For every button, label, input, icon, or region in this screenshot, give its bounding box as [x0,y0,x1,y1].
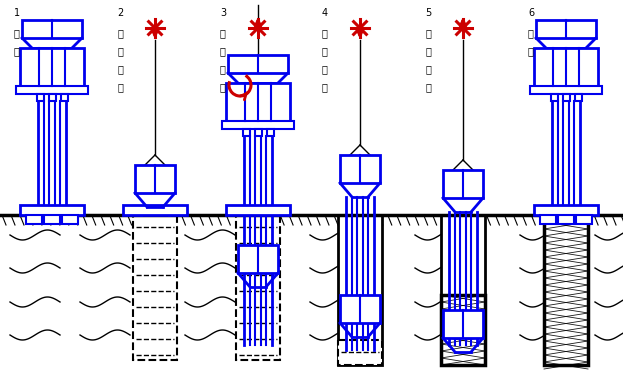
Bar [563,94,570,101]
Text: 上: 上 [425,64,431,74]
Text: 完: 完 [528,28,534,38]
Bar [540,215,556,224]
Text: 置: 置 [425,28,431,38]
Bar [576,215,592,224]
Text: 6: 6 [528,8,534,18]
Bar [238,245,278,273]
Bar [255,129,262,136]
Text: 毕: 毕 [528,46,534,56]
Bar [544,215,588,365]
Text: 4: 4 [322,8,328,18]
Bar [20,48,84,86]
Text: 2: 2 [117,8,123,18]
Bar [441,295,485,365]
Text: 升: 升 [220,82,226,92]
Bar [228,55,288,73]
Bar [340,295,380,323]
Bar [443,310,483,338]
Bar [49,94,56,101]
Text: 5: 5 [425,8,431,18]
Text: 下: 下 [117,64,123,74]
Text: 钓: 钓 [220,28,226,38]
Text: 管: 管 [322,46,328,56]
Bar [534,205,598,215]
Bar [62,215,78,224]
Bar [536,20,596,38]
Text: 进: 进 [220,46,226,56]
Text: 置: 置 [322,28,328,38]
Text: 坑: 坑 [322,82,328,92]
Text: 定: 定 [14,28,20,38]
Bar [44,215,60,224]
Bar [534,48,598,86]
Bar [61,94,68,101]
Bar [236,215,280,360]
Text: 提: 提 [220,64,226,74]
Text: 下: 下 [322,64,328,74]
Bar [37,94,44,101]
Bar [16,86,88,94]
Text: 坑: 坑 [117,82,123,92]
Text: 位: 位 [14,46,20,56]
Text: 升: 升 [425,82,431,92]
Bar [243,129,250,136]
Bar [441,215,485,295]
Bar [338,340,382,365]
Text: 浆: 浆 [117,46,123,56]
Bar [338,215,382,365]
Text: 3: 3 [220,8,226,18]
Bar [226,83,290,121]
Bar [226,205,290,215]
Bar [22,20,82,38]
Bar [123,205,187,215]
Bar [20,205,84,215]
Bar [443,170,483,198]
Bar [340,155,380,183]
Bar [222,121,294,129]
Bar [575,94,582,101]
Bar [267,129,274,136]
Bar [530,86,602,94]
Bar [133,215,177,360]
Bar [26,215,42,224]
Bar [558,215,574,224]
Bar [135,165,175,193]
Text: 泥: 泥 [117,28,123,38]
Text: 管: 管 [425,46,431,56]
Text: 1: 1 [14,8,20,18]
Bar [551,94,558,101]
